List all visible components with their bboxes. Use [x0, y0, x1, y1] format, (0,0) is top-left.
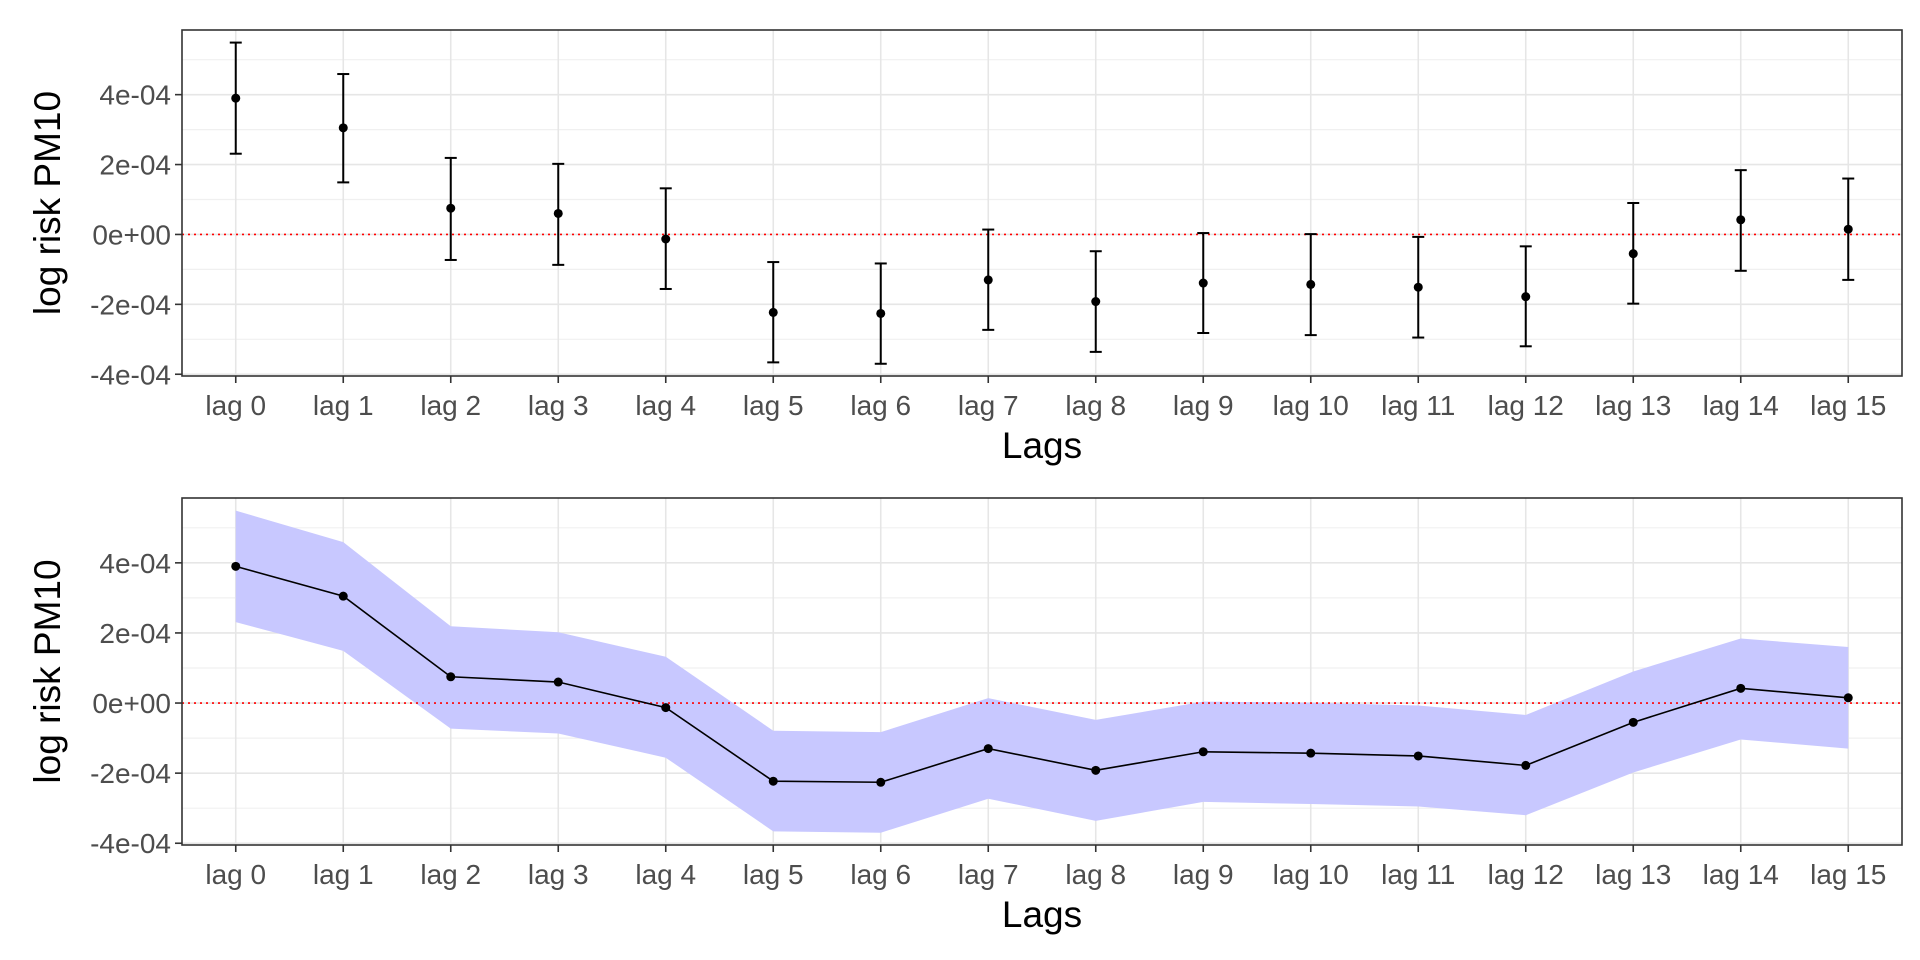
y-tick-label: 4e-04 [99, 548, 171, 579]
data-point-lag-9 [1198, 747, 1208, 757]
x-tick-label: lag 10 [1273, 390, 1349, 421]
data-point-lag-6 [876, 308, 886, 318]
y-tick-label: -2e-04 [90, 758, 171, 789]
data-point-lag-8 [1091, 765, 1101, 775]
x-tick-label: lag 11 [1381, 859, 1455, 890]
x-tick-label: lag 4 [635, 390, 696, 421]
estimate-line [235, 565, 1849, 784]
data-point-lag-12 [1521, 292, 1531, 302]
x-tick-label: lag 12 [1488, 390, 1564, 421]
data-point-lag-14 [1736, 215, 1746, 225]
data-point-lag-15 [1843, 693, 1853, 703]
panel-border [181, 497, 1903, 846]
x-tick-label: lag 14 [1703, 390, 1779, 421]
x-tick-label: lag 8 [1065, 390, 1126, 421]
y-tick-label: 0e+00 [92, 219, 171, 250]
data-point-lag-4 [661, 234, 671, 244]
data-point-lag-8 [1091, 297, 1101, 307]
x-tick-label: lag 15 [1810, 859, 1886, 890]
x-tick-label: lag 6 [850, 390, 911, 421]
data-point-lag-15 [1843, 224, 1853, 234]
data-point-lag-5 [768, 307, 778, 317]
y-tick-label: 2e-04 [99, 618, 171, 649]
x-tick-label: lag 15 [1810, 390, 1886, 421]
data-point-lag-12 [1521, 760, 1531, 770]
data-point-lag-7 [983, 744, 993, 754]
y-tick-label: -4e-04 [90, 828, 171, 859]
data-point-lag-14 [1736, 683, 1746, 693]
data-point-lag-3 [553, 677, 563, 687]
x-tick-label: lag 7 [958, 859, 1019, 890]
x-tick-label: lag 2 [420, 390, 481, 421]
x-tick-label: lag 1 [313, 390, 374, 421]
x-tick-label: lag 6 [850, 859, 911, 890]
y-axis-title: log risk PM10 [27, 91, 68, 315]
x-tick-label: lag 13 [1595, 859, 1671, 890]
y-tick-label: -4e-04 [90, 359, 171, 390]
data-point-lag-0 [231, 561, 241, 571]
data-point-lag-3 [553, 208, 563, 218]
data-point-lag-4 [661, 703, 671, 713]
x-tick-label: lag 0 [205, 390, 266, 421]
x-tick-label: lag 3 [528, 859, 589, 890]
panel-2: -4e-04 -2e-04 0e+00 2e-04 4e-04 lag 0 lag 1 lag… [27, 497, 1903, 935]
y-tick-label: 4e-04 [99, 80, 171, 111]
x-tick-label: lag 14 [1703, 859, 1779, 890]
x-tick-label: lag 7 [958, 390, 1019, 421]
confidence-ribbon [235, 510, 1849, 833]
data-point-lag-10 [1306, 279, 1316, 289]
data-point-lag-2 [446, 672, 456, 682]
plot-background [182, 30, 1902, 376]
data-point-lag-1 [338, 123, 348, 133]
x-tick-label: lag 13 [1595, 390, 1671, 421]
y-tick-label: 0e+00 [92, 688, 171, 719]
y-tick-label: 2e-04 [99, 150, 171, 181]
data-point-lag-11 [1413, 282, 1423, 292]
data-point-lag-1 [338, 591, 348, 601]
data-point-lag-9 [1198, 278, 1208, 288]
data-point-lag-11 [1413, 751, 1423, 761]
x-axis-title: Lags [1002, 894, 1082, 935]
x-tick-label: lag 8 [1065, 859, 1126, 890]
data-point-lag-7 [983, 275, 993, 285]
data-point-lag-2 [446, 203, 456, 213]
panel-border [181, 29, 1903, 377]
x-tick-label: lag 4 [635, 859, 696, 890]
data-point-lag-13 [1628, 249, 1638, 259]
data-point-lag-0 [231, 93, 241, 103]
data-point-lag-5 [768, 776, 778, 786]
x-tick-label: lag 3 [528, 390, 589, 421]
x-tick-label: lag 9 [1173, 390, 1234, 421]
x-axis-title: Lags [1002, 425, 1082, 466]
x-tick-label: lag 1 [313, 859, 374, 890]
y-tick-label: -2e-04 [90, 289, 171, 320]
y-axis-title: log risk PM10 [27, 559, 68, 783]
x-tick-label: lag 9 [1173, 859, 1234, 890]
x-tick-label: lag 0 [205, 859, 266, 890]
data-point-lag-10 [1306, 748, 1316, 758]
data-point-lag-6 [876, 777, 886, 787]
x-tick-label: lag 11 [1381, 390, 1455, 421]
x-tick-label: lag 5 [743, 859, 804, 890]
x-tick-label: lag 2 [420, 859, 481, 890]
x-tick-label: lag 12 [1488, 859, 1564, 890]
x-tick-label: lag 10 [1273, 859, 1349, 890]
panel-1: -4e-04 -2e-04 0e+00 2e-04 4e-04 lag 0 lag 1 lag… [27, 29, 1903, 466]
x-tick-label: lag 5 [743, 390, 804, 421]
data-point-lag-13 [1628, 717, 1638, 727]
